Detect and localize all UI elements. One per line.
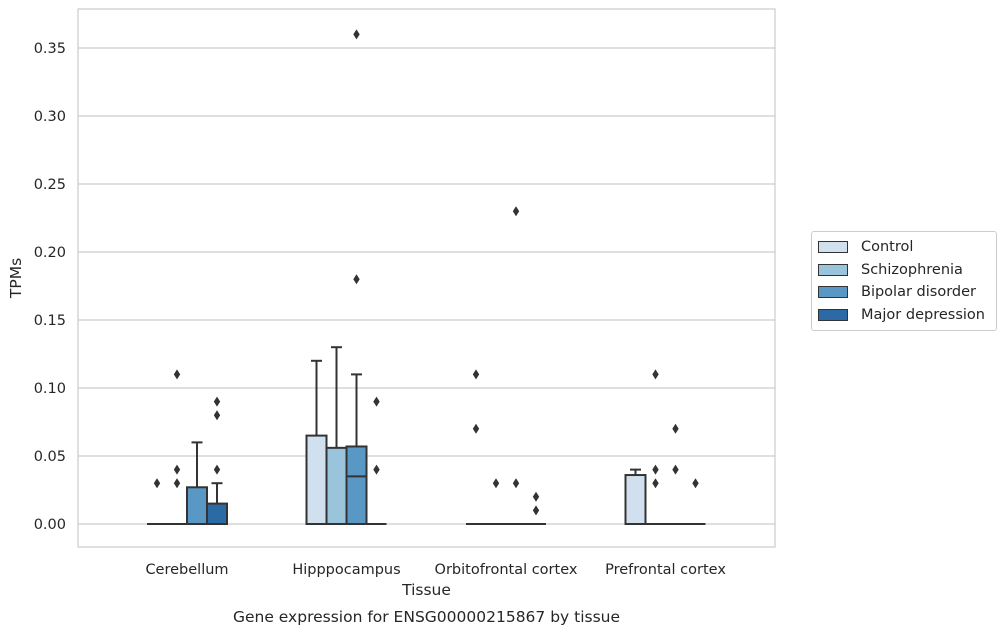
outlier-point xyxy=(512,478,520,489)
x-axis-label: Tissue xyxy=(401,581,451,599)
x-tick-label: Cerebellum xyxy=(145,562,228,578)
box xyxy=(186,486,208,525)
outlier-point xyxy=(213,396,221,407)
y-tick-label: 0.15 xyxy=(34,313,66,329)
legend: Control Schizophrenia Bipolar disorder M… xyxy=(811,231,997,331)
box-group xyxy=(645,369,666,525)
y-tick-label: 0.35 xyxy=(34,41,66,57)
outlier-point xyxy=(692,478,699,489)
box-group xyxy=(665,423,686,525)
y-axis-label: TPMs xyxy=(7,258,25,299)
box-group xyxy=(305,359,328,526)
y-tick-label: 0.05 xyxy=(34,449,66,465)
outlier-point xyxy=(373,396,380,407)
outlier-point xyxy=(672,464,679,475)
outlier-point xyxy=(153,478,161,489)
box-group xyxy=(466,369,486,525)
box xyxy=(624,474,647,526)
outlier-point xyxy=(652,369,659,380)
y-tick-label: 0.20 xyxy=(34,245,66,261)
plot-area xyxy=(77,8,776,548)
outlier-point xyxy=(472,369,480,380)
outlier-point xyxy=(373,464,380,475)
legend-label: Bipolar disorder xyxy=(861,284,976,301)
outlier-point xyxy=(532,491,540,502)
outlier-point xyxy=(173,478,181,489)
legend-item-schizophrenia: Schizophrenia xyxy=(818,259,996,282)
x-tick-label: Hipppocampus xyxy=(292,562,400,578)
box-group xyxy=(486,478,506,525)
outlier-point xyxy=(492,478,500,489)
legend-item-control: Control xyxy=(818,236,996,259)
box-group xyxy=(167,369,187,525)
box xyxy=(325,446,348,525)
x-tick-label: Prefrontal cortex xyxy=(605,562,726,578)
outlier-point xyxy=(353,29,360,40)
legend-item-major-depression: Major depression xyxy=(818,304,996,327)
y-tick-label: 0.25 xyxy=(34,177,66,193)
y-tick-label: 0.30 xyxy=(34,109,66,125)
outlier-point xyxy=(213,464,221,475)
y-tick-label: 0.10 xyxy=(34,381,66,397)
legend-label: Control xyxy=(861,239,914,256)
box-group xyxy=(506,206,526,525)
legend-swatch xyxy=(818,263,848,276)
outlier-point xyxy=(672,423,679,434)
x-tick-label: Orbitofrontal cortex xyxy=(435,562,578,578)
y-axis-ticks: 0.00 0.05 0.10 0.15 0.20 0.25 0.30 0.35 xyxy=(34,41,66,533)
box-group xyxy=(685,478,706,525)
legend-swatch xyxy=(818,308,848,321)
box xyxy=(206,502,228,526)
box xyxy=(305,434,328,526)
legend-swatch xyxy=(818,286,848,299)
outlier-point xyxy=(213,410,221,421)
chart-caption: Gene expression for ENSG00000215867 by t… xyxy=(233,608,620,626)
outlier-point xyxy=(353,274,360,285)
x-axis-ticks: Cerebellum Hipppocampus Orbitofrontal cort… xyxy=(145,562,726,578)
legend-label: Major depression xyxy=(861,306,985,323)
box-group xyxy=(526,491,546,525)
y-tick-label: 0.00 xyxy=(34,517,66,533)
legend-label: Schizophrenia xyxy=(861,261,963,278)
outlier-point xyxy=(532,505,540,516)
box-group xyxy=(206,396,228,526)
outlier-point xyxy=(173,369,181,380)
box-group xyxy=(345,29,368,526)
outlier-point xyxy=(472,423,480,434)
legend-item-bipolar-disorder: Bipolar disorder xyxy=(818,281,996,304)
box xyxy=(345,445,368,526)
box-group xyxy=(624,468,647,526)
outlier-point xyxy=(652,478,659,489)
outlier-point xyxy=(173,464,181,475)
outlier-point xyxy=(652,464,659,475)
outlier-point xyxy=(512,206,520,217)
box-group xyxy=(366,396,387,525)
boxes xyxy=(147,29,706,526)
legend-swatch xyxy=(818,241,848,254)
box-group xyxy=(147,478,167,525)
